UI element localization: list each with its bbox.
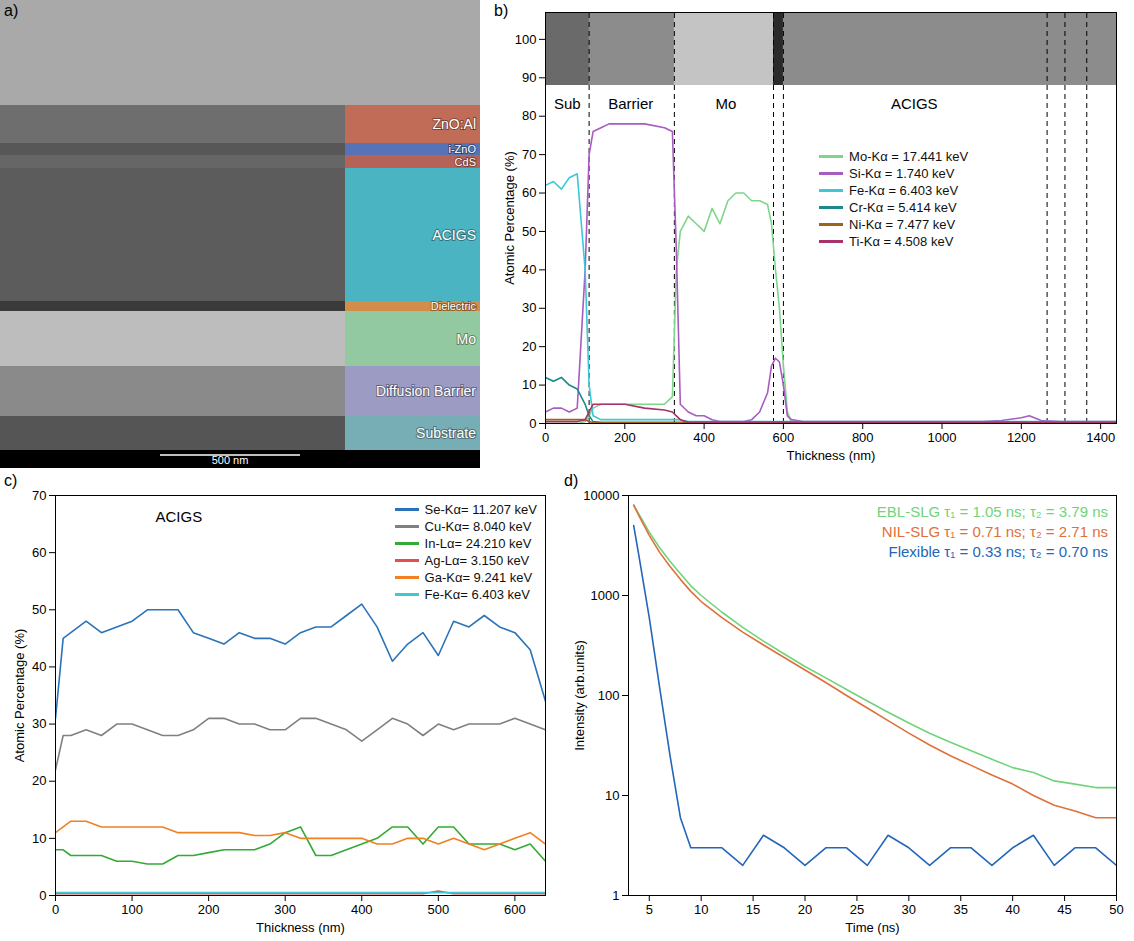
svg-text:500 nm: 500 nm bbox=[212, 454, 249, 466]
svg-text:1000: 1000 bbox=[928, 430, 957, 445]
html-text:Ti-Kα = 4.508 keV: Ti-Kα = 4.508 keV bbox=[849, 233, 954, 249]
svg-text:100: 100 bbox=[121, 902, 143, 917]
html-text:Fe-Kα= 6.403 keV: Fe-Kα= 6.403 keV bbox=[424, 587, 530, 602]
html-text:Cu-Kα= 8.040 keV: Cu-Kα= 8.040 keV bbox=[424, 519, 532, 534]
svg-text:ACIGS: ACIGS bbox=[432, 227, 476, 243]
svg-text:50: 50 bbox=[1109, 902, 1123, 917]
svg-text:ACIGS: ACIGS bbox=[156, 508, 203, 525]
svg-text:ZnO:Al: ZnO:Al bbox=[432, 116, 476, 132]
svg-text:Mo: Mo bbox=[457, 331, 477, 347]
svg-text:20: 20 bbox=[798, 902, 812, 917]
svg-text:1: 1 bbox=[612, 888, 619, 903]
svg-text:i-ZnO: i-ZnO bbox=[449, 143, 477, 155]
svg-text:10: 10 bbox=[605, 788, 619, 803]
svg-text:15: 15 bbox=[746, 902, 760, 917]
svg-text:30: 30 bbox=[522, 300, 536, 315]
html-text:Ni-Kα = 7.477 keV: Ni-Kα = 7.477 keV bbox=[849, 216, 956, 232]
html-text:In-Lα= 24.210 keV: In-Lα= 24.210 keV bbox=[424, 536, 532, 551]
svg-text:1400: 1400 bbox=[1086, 430, 1115, 445]
svg-text:ACIGS: ACIGS bbox=[891, 95, 938, 112]
svg-text:CdS: CdS bbox=[455, 156, 476, 168]
html-text:Fe-Kα = 6.403 keV: Fe-Kα = 6.403 keV bbox=[849, 182, 959, 198]
svg-text:Diffusion Barrier: Diffusion Barrier bbox=[376, 383, 476, 399]
svg-text:Thickness (nm): Thickness (nm) bbox=[256, 920, 345, 935]
html-text:Cr-Kα = 5.414 keV: Cr-Kα = 5.414 keV bbox=[849, 199, 957, 215]
svg-text:Dielectric: Dielectric bbox=[431, 300, 477, 312]
svg-text:20: 20 bbox=[522, 339, 536, 354]
html-text:EBL-SLG τ₁ = 1.05 ns; τ₂ = 3.7: EBL-SLG τ₁ = 1.05 ns; τ₂ = 3.79 ns bbox=[876, 502, 1108, 520]
html-text:NIL-SLG τ₁ = 0.71 ns; τ₂ = 2.7: NIL-SLG τ₁ = 0.71 ns; τ₂ = 2.71 ns bbox=[881, 522, 1108, 540]
svg-text:80: 80 bbox=[522, 108, 536, 123]
svg-text:70: 70 bbox=[32, 488, 46, 503]
html-text:Se-Kα= 11.207 keV: Se-Kα= 11.207 keV bbox=[424, 502, 537, 517]
html-text:b): b) bbox=[494, 2, 509, 19]
svg-text:0: 0 bbox=[529, 416, 536, 431]
svg-text:Time (ns): Time (ns) bbox=[845, 920, 899, 935]
html-text:c): c) bbox=[4, 472, 18, 489]
svg-text:10000: 10000 bbox=[583, 488, 619, 503]
svg-text:50: 50 bbox=[522, 224, 536, 239]
svg-text:Mo: Mo bbox=[715, 95, 736, 112]
svg-text:10: 10 bbox=[694, 902, 708, 917]
svg-text:400: 400 bbox=[693, 430, 715, 445]
svg-text:5: 5 bbox=[646, 902, 653, 917]
svg-text:40: 40 bbox=[32, 659, 46, 674]
svg-text:Substrate: Substrate bbox=[416, 425, 476, 441]
svg-text:500: 500 bbox=[427, 902, 449, 917]
svg-text:40: 40 bbox=[522, 262, 536, 277]
svg-text:200: 200 bbox=[614, 430, 636, 445]
svg-text:90: 90 bbox=[522, 70, 536, 85]
svg-text:1000: 1000 bbox=[591, 588, 620, 603]
svg-text:0: 0 bbox=[39, 888, 46, 903]
svg-text:Sub: Sub bbox=[554, 95, 581, 112]
svg-text:30: 30 bbox=[32, 716, 46, 731]
html-text:Ag-Lα= 3.150 keV: Ag-Lα= 3.150 keV bbox=[424, 553, 530, 568]
svg-text:600: 600 bbox=[504, 902, 526, 917]
svg-text:Intensity (arb.units): Intensity (arb.units) bbox=[572, 640, 587, 751]
svg-text:10: 10 bbox=[522, 377, 536, 392]
svg-text:40: 40 bbox=[1005, 902, 1019, 917]
html-text:a): a) bbox=[4, 2, 19, 19]
svg-text:Barrier: Barrier bbox=[608, 95, 653, 112]
svg-text:600: 600 bbox=[773, 430, 795, 445]
svg-text:50: 50 bbox=[32, 602, 46, 617]
svg-text:200: 200 bbox=[198, 902, 220, 917]
html-text:Mo-Kα = 17.441 keV: Mo-Kα = 17.441 keV bbox=[849, 148, 969, 164]
svg-text:60: 60 bbox=[32, 545, 46, 560]
svg-text:Atomic Percentage (%): Atomic Percentage (%) bbox=[12, 629, 27, 763]
svg-text:35: 35 bbox=[954, 902, 968, 917]
html-text:Si-Kα = 1.740 keV: Si-Kα = 1.740 keV bbox=[849, 165, 955, 181]
svg-text:45: 45 bbox=[1057, 902, 1071, 917]
svg-text:0: 0 bbox=[52, 902, 59, 917]
svg-text:30: 30 bbox=[902, 902, 916, 917]
svg-text:100: 100 bbox=[515, 32, 537, 47]
svg-text:Atomic Percentage (%): Atomic Percentage (%) bbox=[502, 151, 517, 285]
svg-text:10: 10 bbox=[32, 831, 46, 846]
html-text:d): d) bbox=[564, 472, 579, 489]
svg-text:60: 60 bbox=[522, 185, 536, 200]
svg-text:100: 100 bbox=[598, 688, 620, 703]
svg-text:300: 300 bbox=[274, 902, 296, 917]
svg-text:70: 70 bbox=[522, 147, 536, 162]
svg-text:0: 0 bbox=[542, 430, 549, 445]
html-text:Flexible τ₁ = 0.33 ns; τ₂ = 0.: Flexible τ₁ = 0.33 ns; τ₂ = 0.70 ns bbox=[888, 542, 1108, 560]
svg-text:25: 25 bbox=[850, 902, 864, 917]
svg-text:Thickness (nm): Thickness (nm) bbox=[787, 448, 876, 463]
html-text:Ga-Kα= 9.241 keV: Ga-Kα= 9.241 keV bbox=[424, 570, 533, 585]
svg-text:1200: 1200 bbox=[1007, 430, 1036, 445]
svg-text:800: 800 bbox=[852, 430, 874, 445]
svg-text:400: 400 bbox=[351, 902, 373, 917]
svg-text:20: 20 bbox=[32, 773, 46, 788]
